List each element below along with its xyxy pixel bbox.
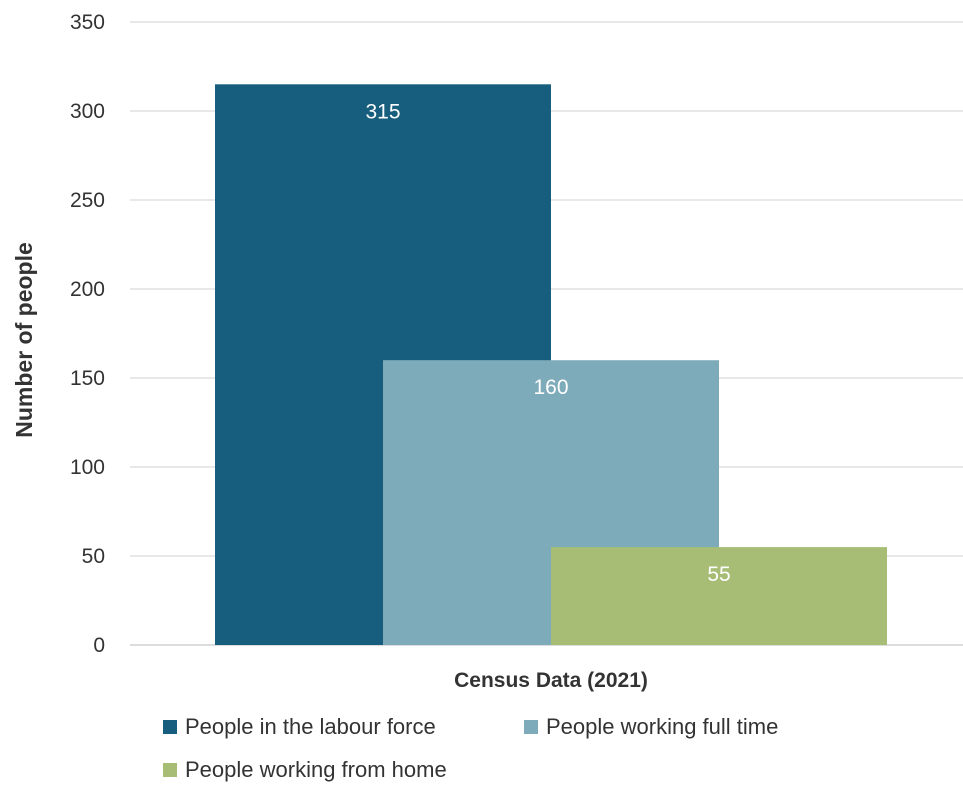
y-tick-label: 300 <box>70 100 105 123</box>
data-label: 315 <box>365 100 400 123</box>
legend: People in the labour force People working… <box>163 714 778 782</box>
bars <box>215 84 887 646</box>
legend-swatch <box>163 763 177 777</box>
data-labels: 315 160 55 <box>365 100 730 586</box>
legend-entry: People working from home <box>185 757 447 782</box>
legend-swatch <box>524 720 538 734</box>
y-axis-label: Number of people <box>11 242 37 438</box>
data-label: 160 <box>533 376 568 399</box>
y-tick-label: 250 <box>70 189 105 212</box>
y-tick-label: 100 <box>70 456 105 479</box>
y-tick-label: 150 <box>70 367 105 390</box>
legend-entry: People working full time <box>546 714 778 739</box>
legend-swatch <box>163 720 177 734</box>
data-label: 55 <box>707 563 730 586</box>
y-axis-ticks: 0 50 100 150 200 250 300 350 <box>70 11 105 657</box>
bar-people-working-from-home <box>551 547 887 645</box>
y-tick-label: 0 <box>93 634 105 657</box>
x-axis-label: Census Data (2021) <box>454 669 648 692</box>
y-tick-label: 200 <box>70 278 105 301</box>
legend-entry: People in the labour force <box>185 714 436 739</box>
y-tick-label: 350 <box>70 11 105 34</box>
y-tick-label: 50 <box>82 545 105 568</box>
